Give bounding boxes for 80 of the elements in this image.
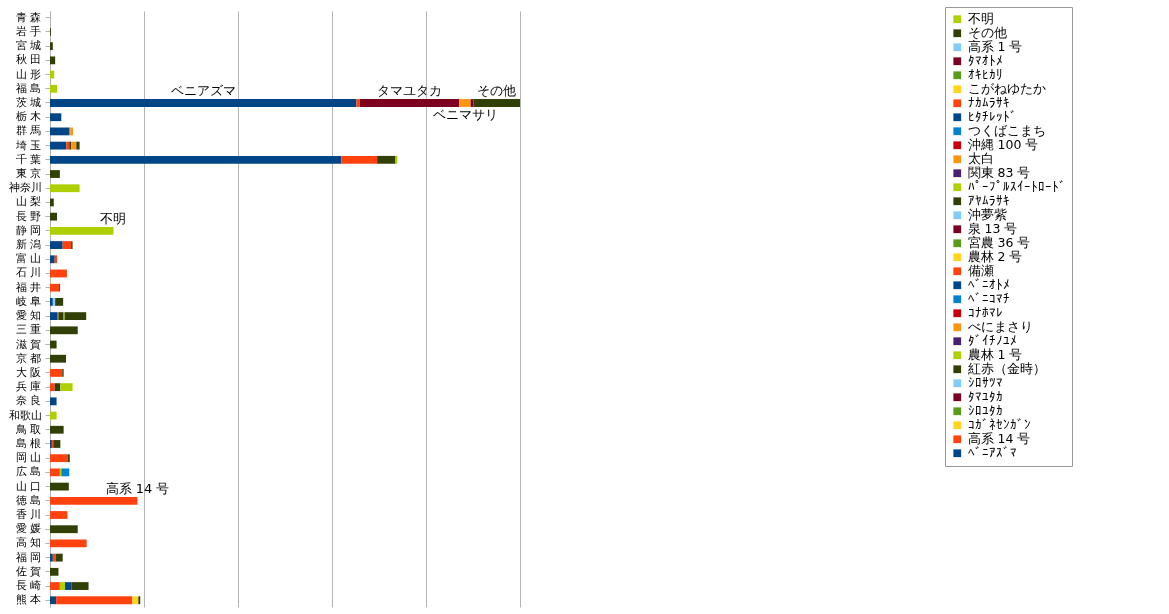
legend-label: こがねゆたか (967, 81, 1046, 97)
legend-label: 備瀬 (967, 263, 994, 279)
legend-label: 紅赤（金時） (967, 361, 1046, 377)
y-tick-label: 東 京 (16, 167, 42, 181)
y-tick-label: 島 根 (16, 436, 42, 450)
annotation: ベニマサリ (432, 106, 498, 122)
legend-label: ｺﾅﾎﾏﾚ (967, 305, 1003, 321)
legend-label: ﾀﾞｲﾁﾉﾕﾒ (967, 333, 1017, 349)
y-tick-label: 鳥 取 (15, 422, 42, 436)
y-tick-label: 新 潟 (16, 238, 42, 252)
y-tick-label: 徳 島 (16, 493, 42, 507)
legend-label: 関東 83 号 (967, 165, 1031, 181)
y-tick-label: 三 重 (16, 323, 42, 337)
legend-label: 農林 1 号 (967, 347, 1023, 363)
legend-label: ﾅｶﾑﾗｻｷ (967, 95, 1010, 111)
y-tick-label: 大 阪 (16, 365, 42, 379)
y-tick-label: 奈 良 (16, 394, 42, 408)
legend-label: つくばこまち (967, 123, 1046, 139)
y-tick-label: 岡 山 (16, 451, 42, 465)
y-tick-label: 山 梨 (16, 195, 42, 209)
legend-label: ﾊﾟｰﾌﾟﾙｽｲｰﾄﾛｰﾄﾞ (967, 179, 1066, 195)
legend-label: ﾀﾏｵﾄﾒ (967, 53, 1003, 69)
annotation: 高系 14 号 (105, 480, 170, 496)
legend-label: ｱﾔﾑﾗｻｷ (967, 193, 1010, 209)
legend-label: ﾍﾞﾆｺﾏﾁ (967, 291, 1010, 307)
legend-label: ﾀﾏﾕﾀｶ (967, 389, 1003, 405)
legend-label: 沖縄 100 号 (967, 137, 1039, 153)
legend-label: ｼﾛﾕﾀｶ (967, 403, 1003, 419)
legend-label: 不明 (967, 11, 994, 27)
y-tick-label: 静 岡 (16, 223, 42, 237)
y-tick-label: 福 井 (16, 280, 42, 294)
y-tick-label: 秋 田 (16, 53, 42, 67)
y-tick-label: 長 崎 (16, 579, 42, 593)
y-tick-label: 高 知 (16, 536, 42, 550)
annotation: 不明 (100, 210, 127, 226)
y-tick-label: 福 島 (16, 81, 42, 95)
annotation: その他 (477, 82, 516, 98)
y-tick-label: 香 川 (16, 508, 42, 522)
y-tick-label: 青 森 (16, 10, 42, 24)
y-tick-label: 茨 城 (16, 95, 42, 109)
legend-label: ｵｷﾋｶﾘ (967, 67, 1003, 83)
legend-label: ﾋﾀﾁﾚｯﾄﾞ (967, 109, 1017, 125)
y-tick-label: 広 島 (16, 465, 42, 479)
y-tick-label: 山 口 (16, 479, 42, 493)
y-tick-label: 佐 賀 (16, 564, 42, 578)
y-tick-label: 埼 玉 (15, 138, 42, 152)
annotation: ベニアズマ (170, 82, 236, 98)
y-tick-label: 愛 媛 (16, 522, 42, 536)
y-tick-label: 神奈川 (8, 181, 42, 195)
y-tick-label: 長 野 (16, 209, 42, 223)
y-tick-label: 栃 木 (16, 110, 42, 124)
legend-label: ﾍﾞﾆｵﾄﾒ (967, 277, 1010, 293)
annotation: タマユタカ (377, 82, 443, 98)
y-tick-label: 京 都 (16, 351, 42, 365)
legend-label: 泉 13 号 (967, 221, 1018, 237)
y-tick-label: 宮 城 (16, 39, 42, 53)
legend-label: 宮農 36 号 (967, 235, 1031, 251)
y-tick-label: 滋 賀 (16, 337, 42, 351)
y-tick-label: 山 形 (16, 67, 42, 81)
y-tick-label: 石 川 (16, 266, 42, 280)
y-tick-label: 福 岡 (16, 550, 42, 564)
y-tick-label: 愛 知 (16, 309, 42, 323)
y-tick-label: 熊 本 (16, 593, 42, 607)
y-tick-label: 千 葉 (16, 152, 42, 166)
y-tick-label: 岩 手 (16, 24, 42, 38)
legend-label: ｺｶﾞﾈｾﾝｶﾞﾝ (967, 417, 1031, 433)
legend-label: ﾍﾞﾆｱｽﾞﾏ (967, 445, 1017, 461)
y-tick-label: 兵 庫 (16, 380, 42, 394)
legend-label: 太白 (967, 151, 994, 167)
legend-label: 沖夢紫 (967, 207, 1007, 223)
legend-label: 高系 14 号 (967, 431, 1031, 447)
legend-label: べにまさり (967, 319, 1033, 335)
legend-label: 高系 1 号 (967, 39, 1023, 55)
y-tick-label: 群 馬 (16, 124, 42, 138)
y-tick-label: 富 山 (16, 252, 42, 266)
legend-label: その他 (967, 25, 1007, 41)
legend-label: ｼﾛｻﾂﾏ (967, 375, 1003, 391)
legend-label: 農林 2 号 (967, 249, 1023, 265)
y-tick-label: 和歌山 (8, 408, 42, 422)
y-tick-label: 岐 阜 (16, 294, 42, 308)
